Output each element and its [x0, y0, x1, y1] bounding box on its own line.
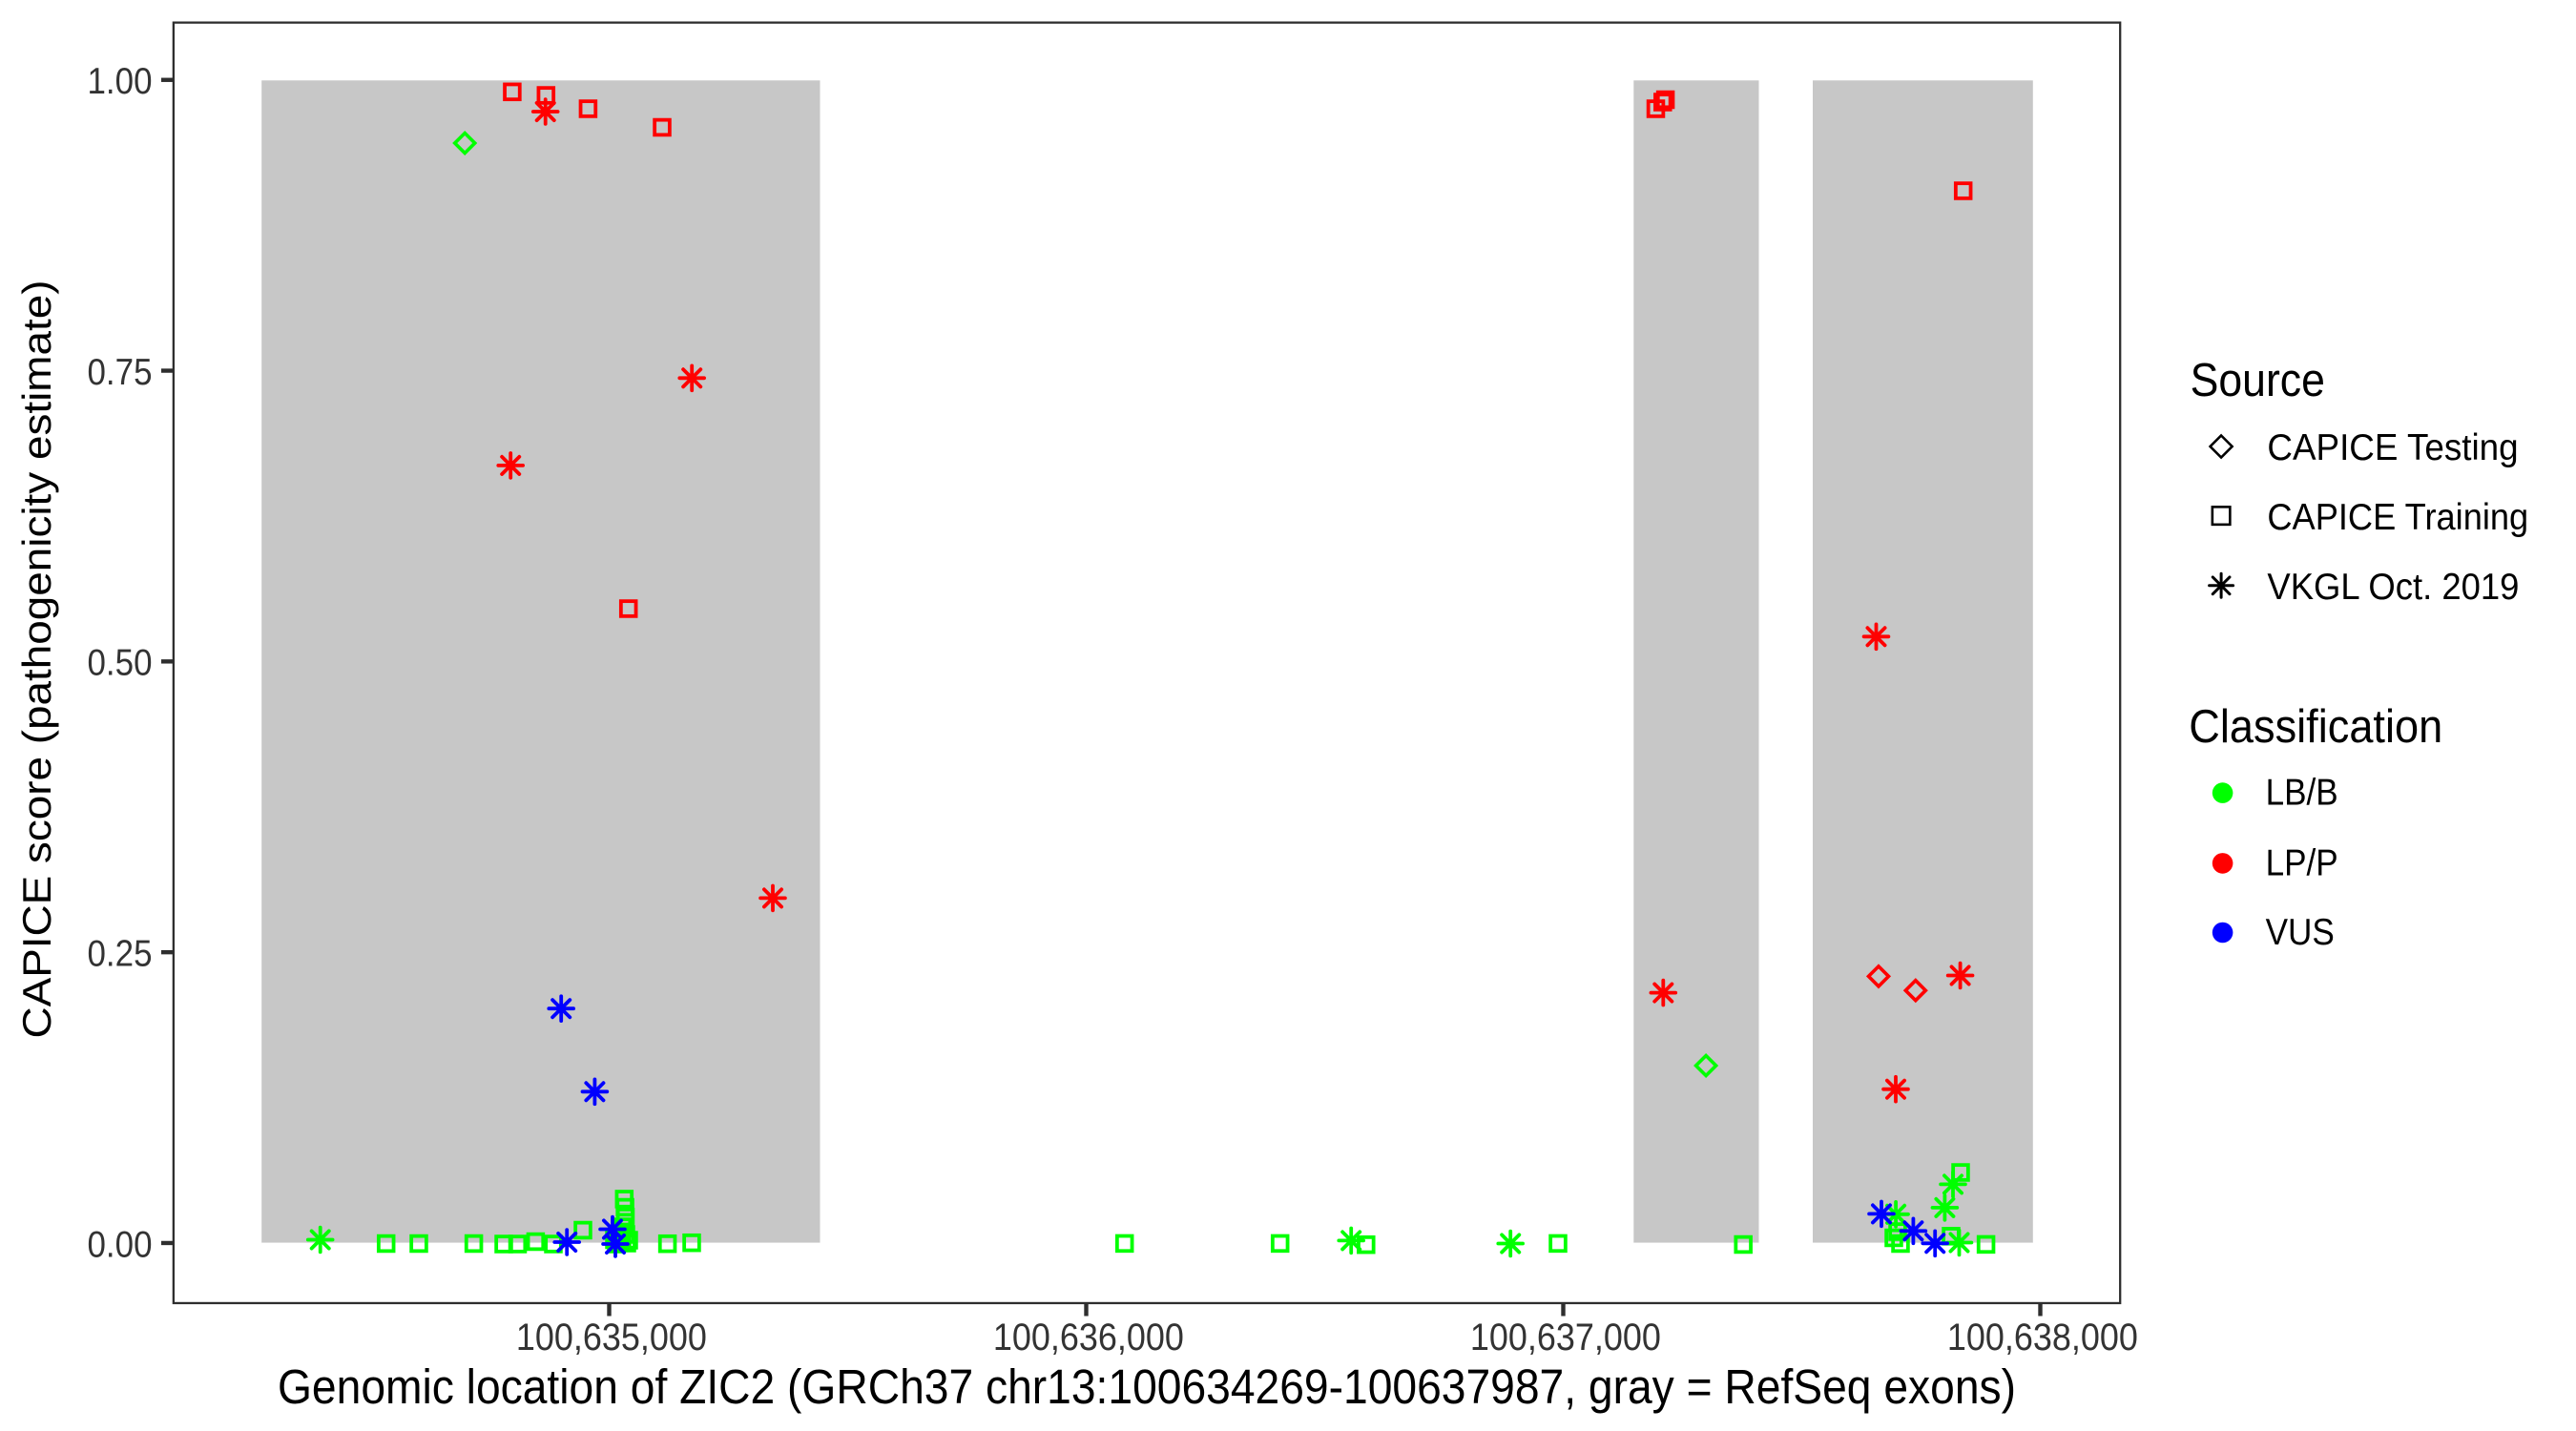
svg-text:Classification: Classification	[2189, 701, 2442, 753]
svg-text:Genomic location of ZIC2 (GRCh: Genomic location of ZIC2 (GRCh37 chr13:1…	[278, 1359, 2016, 1414]
svg-text:0.75: 0.75	[88, 352, 153, 393]
svg-text:100,636,000: 100,636,000	[993, 1317, 1184, 1358]
svg-text:100,635,000: 100,635,000	[516, 1317, 707, 1358]
svg-text:CAPICE Training: CAPICE Training	[2267, 497, 2528, 538]
svg-text:LP/P: LP/P	[2266, 843, 2338, 884]
svg-text:1.00: 1.00	[88, 61, 153, 102]
svg-text:CAPICE score (pathogenicity es: CAPICE score (pathogenicity estimate)	[14, 280, 59, 1039]
svg-text:Source: Source	[2191, 355, 2325, 406]
svg-text:VKGL Oct. 2019: VKGL Oct. 2019	[2267, 567, 2519, 608]
svg-text:0.25: 0.25	[88, 933, 153, 974]
svg-text:0.50: 0.50	[88, 643, 153, 684]
svg-text:100,637,000: 100,637,000	[1470, 1317, 1661, 1358]
svg-text:VUS: VUS	[2266, 912, 2335, 953]
svg-text:100,638,000: 100,638,000	[1947, 1317, 2138, 1358]
svg-text:0.00: 0.00	[88, 1224, 153, 1265]
svg-text:CAPICE Testing: CAPICE Testing	[2267, 427, 2518, 468]
svg-text:LB/B: LB/B	[2266, 773, 2338, 814]
